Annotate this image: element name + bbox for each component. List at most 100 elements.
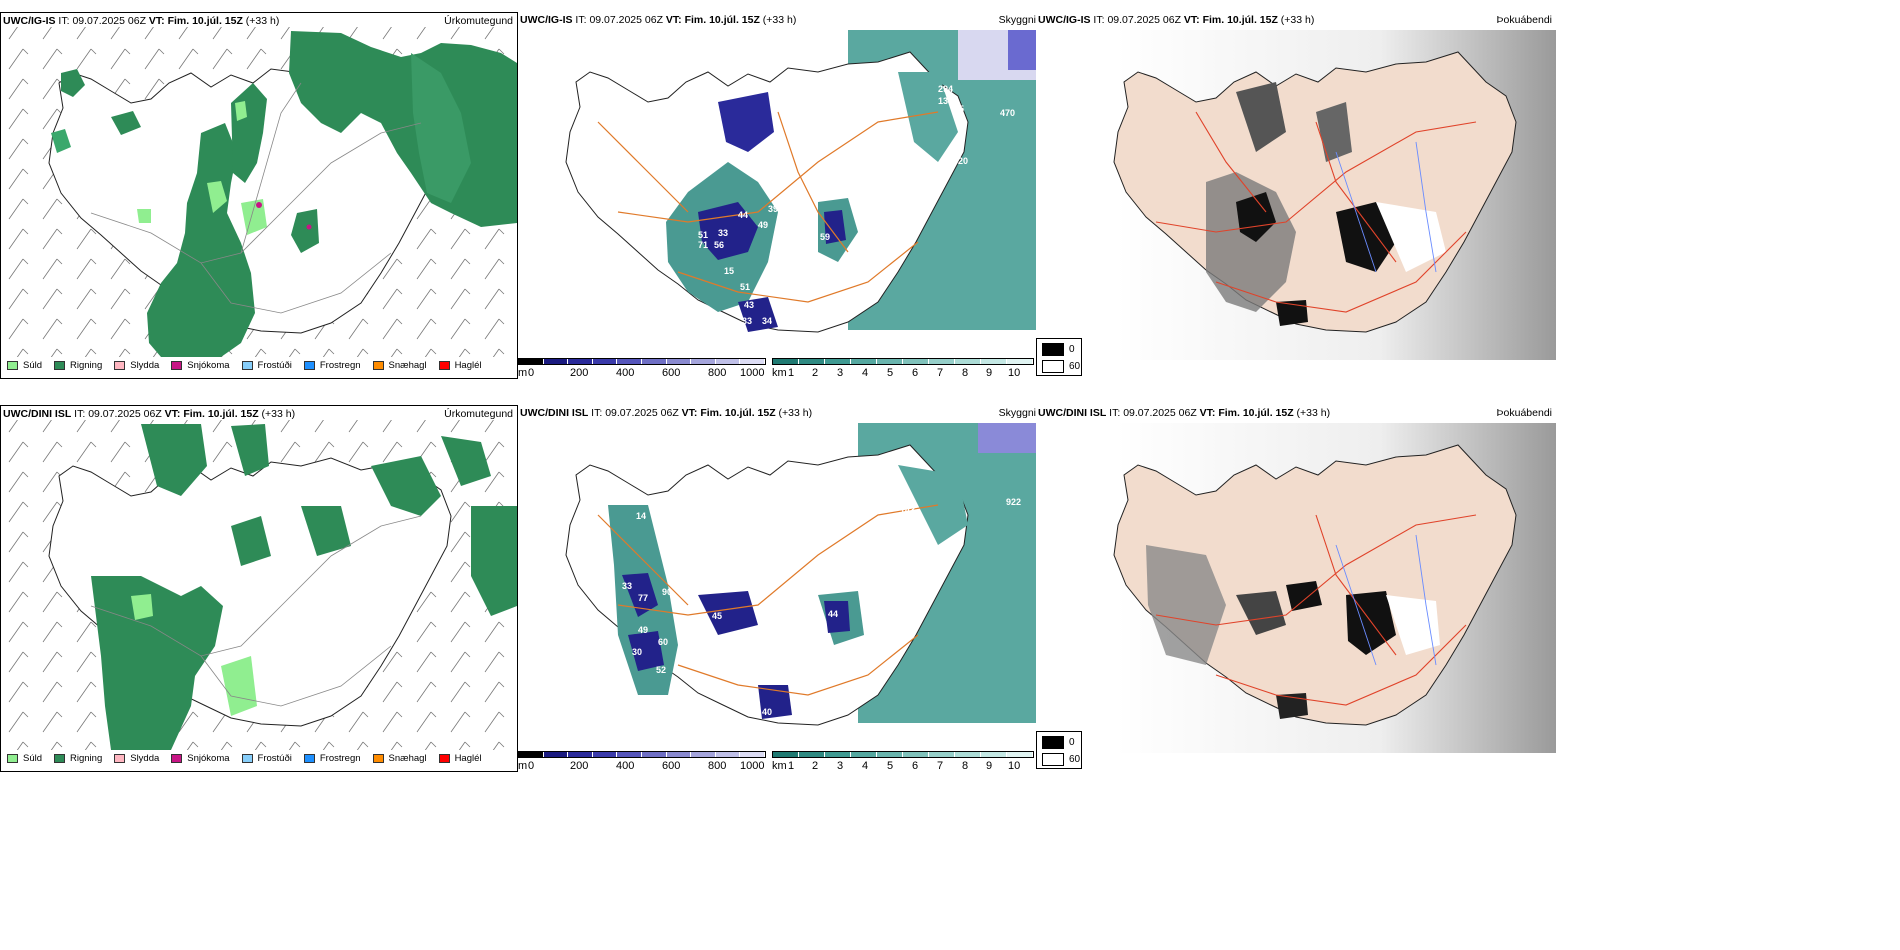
cloudbase-tick: 800: [708, 367, 727, 379]
visibility-tick: 2: [812, 760, 819, 772]
colorbar-segment: [773, 752, 799, 757]
colorbar-segment: [641, 359, 667, 364]
cloud-panel-dini: 14 25 33 77 90 49 30 60 52 45 12 68 44 4…: [518, 405, 1036, 772]
cloudbase-tick: 0: [528, 367, 535, 379]
cloudbase-labels: 294 138 75 470 20 39 44 49 33 51 71 56 5…: [698, 84, 1015, 326]
fog-legend-min: 60: [1069, 754, 1081, 765]
colorbar-segment: [929, 752, 955, 757]
visibility-tick: 4: [862, 367, 869, 379]
colorbar-segment: [773, 359, 799, 364]
cloudbase-tick: 200: [570, 367, 589, 379]
visibility-tick: 8: [962, 760, 969, 772]
fog-legend-max: 0: [1069, 344, 1075, 355]
visibility-unit: km: [772, 760, 787, 772]
colorbar-segment: [903, 752, 929, 757]
cloud-value-label: 470: [1000, 108, 1015, 118]
legend-item-frostregn: Frostregn: [303, 753, 361, 764]
colorbar-segment: [825, 752, 851, 757]
precip-panel-ig: UWC/IG-IS IT: 09.07.2025 06Z VT: Fim. 10…: [0, 12, 518, 379]
cloudbase-tick: 0: [528, 760, 535, 772]
visibility-tick: 3: [837, 367, 844, 379]
cloudbase-labels: 14 25 33 77 90 49 30 60 52 45 12 68 44 4…: [622, 497, 1021, 717]
colorbar-segment: [715, 359, 741, 364]
legend-item-frostudi: Frostúði: [241, 360, 292, 371]
cloud-value-label: 49: [638, 625, 648, 635]
colorbar-segment: [543, 752, 569, 757]
visibility-tick: 6: [912, 760, 919, 772]
colorbar-segment: [568, 359, 593, 364]
panel-title: Skyggni: [998, 14, 1036, 26]
fog-panel-dini: UWC/DINI ISL IT: 09.07.2025 06Z VT: Fim.…: [1036, 405, 1556, 772]
panel-title: Úrkomutegund: [444, 15, 513, 27]
colorbar-segment: [543, 359, 569, 364]
cloudbase-colorbar: m 0 200 400 600 800 1000: [518, 751, 768, 772]
colorbar-segment: [641, 752, 667, 757]
cloud-value-label: 68: [768, 595, 778, 605]
legend-item-snjokoma: Snjókoma: [171, 360, 230, 371]
cloud-value-label: 52: [656, 665, 666, 675]
cloud-value-label: 44: [738, 210, 748, 220]
precip-panel-dini: UWC/DINI ISL IT: 09.07.2025 06Z VT: Fim.…: [0, 405, 518, 772]
cloud-value-label: 75: [954, 104, 964, 114]
colorbar-segment: [740, 752, 765, 757]
cloudbase-tick: 600: [662, 760, 681, 772]
cloudbase-tick: 1000: [740, 760, 765, 772]
colorbar-segment: [955, 359, 981, 364]
colorbar-segment: [799, 752, 825, 757]
visibility-tick: 6: [912, 367, 919, 379]
visibility-tick: 9: [986, 760, 993, 772]
legend-item-haglel: Haglél: [438, 360, 482, 371]
colorbar-segment: [851, 359, 877, 364]
legend-item-sudl: Súld: [7, 753, 42, 764]
visibility-tick: 1: [788, 367, 795, 379]
legend-item-slydda: Slydda: [114, 753, 159, 764]
visibility-tick: 7: [937, 760, 944, 772]
cloud-value-label: 49: [758, 220, 768, 230]
cloud-value-label: 60: [658, 637, 668, 647]
colorbar-segment: [903, 359, 929, 364]
colorbar-segment: [851, 752, 877, 757]
visibility-colorbar: km 1 2 3 4 5 6 7 8 9 10: [772, 358, 1034, 379]
fog-map-ig: [1113, 30, 1556, 360]
colorbar-segment: [617, 752, 642, 757]
colorbar-segment: [568, 752, 593, 757]
fog-panel-ig: UWC/IG-IS IT: 09.07.2025 06Z VT: Fim. 10…: [1036, 12, 1556, 379]
cloud-value-label: 40: [762, 707, 772, 717]
cloud-value-label: 34: [762, 316, 772, 326]
cloud-value-label: 39: [768, 204, 778, 214]
visibility-tick: 5: [887, 760, 894, 772]
panel-title: Skyggni: [998, 407, 1036, 419]
cloud-value-label: 59: [820, 232, 830, 242]
visibility-tick: 1: [788, 760, 795, 772]
visibility-tick: 5: [887, 367, 894, 379]
cloud-value-label: 33: [718, 228, 728, 238]
fog-map-dini: [1113, 423, 1556, 753]
visibility-colorbar: km 1 2 3 4 5 6 7 8 9 10: [772, 751, 1034, 772]
panel-header: UWC/DINI ISL IT: 09.07.2025 06Z VT: Fim.…: [1038, 407, 1331, 419]
cloud-value-label: 15: [724, 266, 734, 276]
precip-legend: Súld Rigning Slydda Snjókoma Frostúði Fr…: [7, 360, 482, 371]
colorbar-segment: [740, 359, 765, 364]
panel-header: UWC/IG-IS IT: 09.07.2025 06Z VT: Fim. 10…: [3, 15, 280, 27]
cloudbase-tick: 800: [708, 760, 727, 772]
cloud-value-label: 44: [828, 609, 838, 619]
cloud-value-label: 33: [742, 316, 752, 326]
cloud-value-label: 143: [900, 505, 915, 515]
legend-item-haglel: Haglél: [438, 753, 482, 764]
panel-title: Þokuábendi: [1496, 14, 1552, 26]
colorbar-segment: [519, 752, 544, 757]
cloud-value-label: 30: [632, 647, 642, 657]
cloud-value-label: 138: [938, 96, 953, 106]
cloud-value-label: 90: [662, 587, 672, 597]
cloud-value-label: 77: [638, 593, 648, 603]
cloud-value-label: 25: [658, 525, 668, 535]
cloud-value-label: 51: [698, 230, 708, 240]
cloudbase-tick: 600: [662, 367, 681, 379]
visibility-tick: 4: [862, 760, 869, 772]
cloud-value-label: 294: [938, 84, 953, 94]
colorbar-segment: [825, 359, 851, 364]
cloudbase-unit: m: [518, 760, 528, 772]
cloud-value-label: 71: [698, 240, 708, 250]
visibility-tick: 8: [962, 367, 969, 379]
colorbar-segment: [929, 359, 955, 364]
